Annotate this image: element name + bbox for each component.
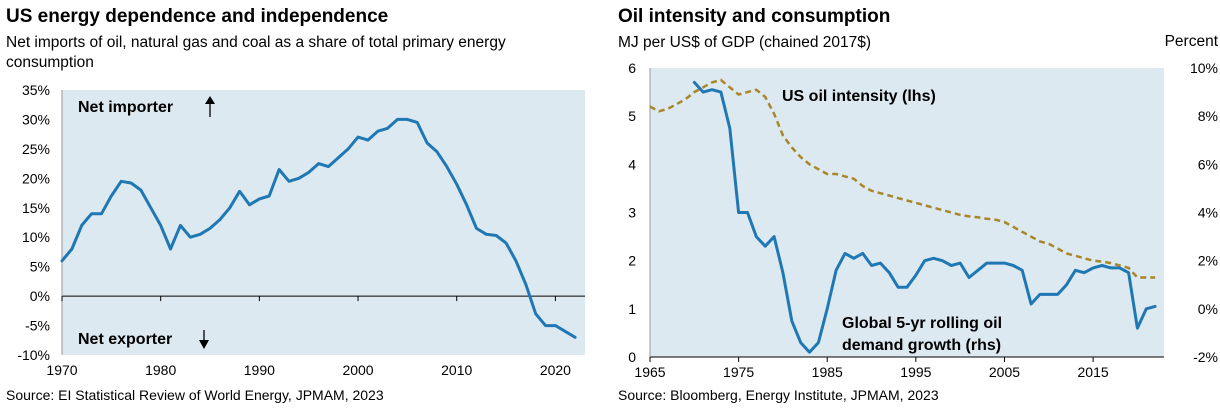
- series-label-oil-intensity: US oil intensity (lhs): [782, 88, 936, 105]
- y-tick-label: -5%: [25, 318, 50, 334]
- x-tick-label: 2005: [989, 364, 1020, 380]
- chart-title: US energy dependence and independence: [6, 6, 389, 27]
- annotation-net-exporter: Net exporter: [78, 331, 172, 348]
- right-y-tick-label: 8%: [1198, 108, 1218, 124]
- y-tick-label: 5%: [30, 259, 50, 275]
- x-tick-label: 2000: [342, 362, 373, 378]
- x-tick-label: 1970: [46, 362, 77, 378]
- right-y-tick-label: 4%: [1198, 205, 1218, 221]
- plot-background: [62, 90, 585, 355]
- x-tick-label: 1975: [723, 364, 754, 380]
- left-y-tick-label: 1: [628, 301, 636, 317]
- arrow-down-icon: [199, 340, 209, 349]
- y-tick-label: 0%: [30, 288, 50, 304]
- y-tick-label: 10%: [22, 229, 50, 245]
- right-y-tick-label: 10%: [1190, 60, 1218, 76]
- plot-background: [650, 68, 1164, 357]
- right-axis-unit-label: Percent: [1164, 33, 1218, 50]
- x-tick-label: 2010: [441, 362, 472, 378]
- right-y-tick-label: 6%: [1198, 156, 1218, 172]
- left-y-tick-label: 3: [628, 205, 636, 221]
- left-y-tick-label: 5: [628, 108, 636, 124]
- y-tick-label: -10%: [17, 347, 50, 363]
- left-y-tick-label: 0: [628, 349, 636, 365]
- net-imports-line: [60, 117, 577, 339]
- left-y-tick-label: 4: [628, 156, 636, 172]
- x-tick-label: 1985: [812, 364, 843, 380]
- oil-demand-growth-line: [692, 80, 1157, 354]
- x-tick-label: 1990: [244, 362, 275, 378]
- chart-title: Oil intensity and consumption: [618, 6, 891, 27]
- x-tick-label: 1965: [634, 364, 665, 380]
- annotation-net-importer: Net importer: [78, 99, 173, 116]
- y-tick-label: 25%: [22, 141, 50, 157]
- right-y-tick-label: -2%: [1193, 349, 1218, 365]
- x-tick-label: 1995: [900, 364, 931, 380]
- oil-intensity-line: [649, 78, 1156, 279]
- chart-source: Source: Bloomberg, Energy Institute, JPM…: [618, 387, 939, 403]
- x-tick-label: 2015: [1078, 364, 1109, 380]
- y-tick-label: 15%: [22, 200, 50, 216]
- y-tick-label: 30%: [22, 111, 50, 127]
- chart-source: Source: EI Statistical Review of World E…: [6, 387, 384, 403]
- y-tick-label: 20%: [22, 170, 50, 186]
- left-y-tick-label: 6: [628, 60, 636, 76]
- series-label-demand-growth-line2: demand growth (rhs): [842, 337, 1001, 354]
- right-y-tick-label: 2%: [1198, 253, 1218, 269]
- left-y-tick-label: 2: [628, 253, 636, 269]
- x-tick-label: 2020: [540, 362, 571, 378]
- right-y-tick-label: 0%: [1198, 301, 1218, 317]
- y-tick-label: 35%: [22, 82, 50, 98]
- net-imports-chart: -10% -5% 0% 5% 10% 15% 20% 25% 30% 35% 1970 1980 199…: [17, 82, 585, 378]
- oil-intensity-chart: 0 1 2 3 4 5 6 -2% 0% 2% 4% 6% 8% 10% 1965 1975 1985 1995 2…: [628, 60, 1218, 380]
- chart-panel-oil-intensity: Oil intensity and consumption MJ per US$…: [612, 0, 1220, 409]
- series-label-demand-growth-line1: Global 5-yr rolling oil: [842, 315, 1002, 332]
- chart-subtitle: MJ per US$ of GDP (chained 2017$): [618, 34, 872, 51]
- arrow-up-icon: [205, 96, 215, 104]
- x-tick-label: 1980: [145, 362, 176, 378]
- chart-subtitle: Net imports of oil, natural gas and coal…: [6, 34, 506, 71]
- chart-panel-net-imports: US energy dependence and independence Ne…: [0, 0, 600, 409]
